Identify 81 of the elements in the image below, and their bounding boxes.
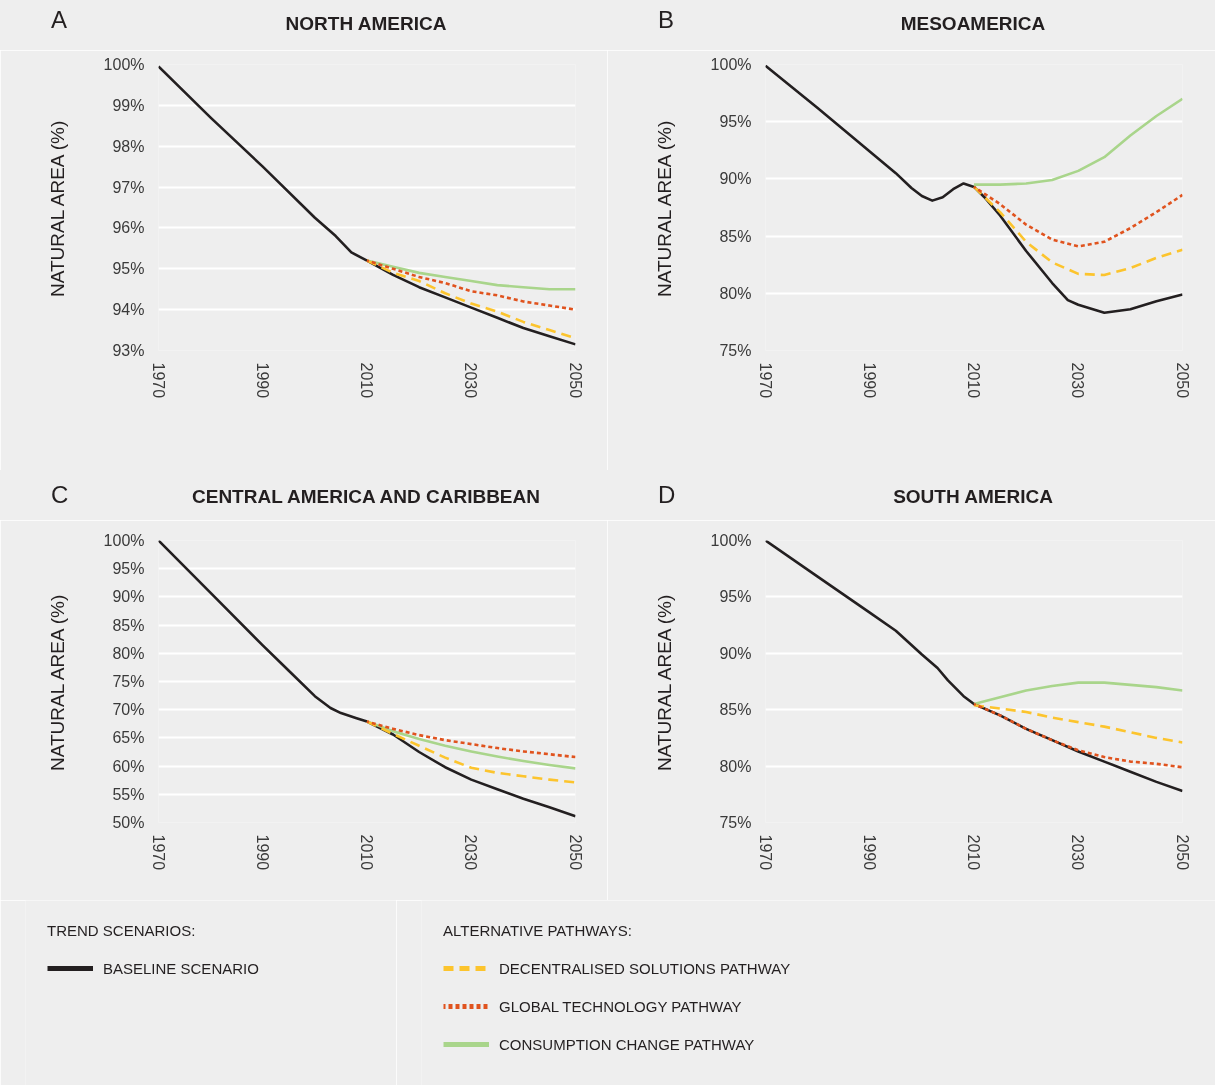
line-series <box>365 259 576 311</box>
line-series <box>972 703 1183 744</box>
y-tick-label: 98% <box>112 137 145 155</box>
chart-title: CENTRAL AMERICA AND CARIBBEAN <box>192 486 540 508</box>
x-tick-label: 2050 <box>1173 362 1191 399</box>
x-tick-label: 1970 <box>149 834 167 871</box>
y-axis-title: NATURAL AREA (%) <box>46 594 68 772</box>
line-series <box>365 720 576 759</box>
legend-label: DECENTRALISED SOLUTIONS PATHWAY <box>499 958 791 978</box>
y-axis-title: NATURAL AREA (%) <box>653 594 675 772</box>
y-tick-label: 85% <box>719 701 752 719</box>
y-tick-label: 100% <box>103 532 145 549</box>
y-tick-label: 90% <box>719 644 752 662</box>
text: A <box>51 6 68 34</box>
chart-title: MESOAMERICA <box>900 13 1046 35</box>
y-tick-label: 90% <box>719 170 752 188</box>
y-tick-label: 99% <box>112 96 145 114</box>
x-tick-label: 2030 <box>462 362 480 399</box>
y-tick-label: 75% <box>112 673 145 690</box>
line-series <box>972 681 1183 706</box>
x-tick-label: 1990 <box>253 362 271 399</box>
y-tick-label: 95% <box>719 113 752 131</box>
x-tick-label: 2050 <box>1173 834 1191 871</box>
y-tick-label: 95% <box>719 588 752 606</box>
x-tick-label: 2030 <box>462 834 480 871</box>
x-tick-label: 1970 <box>149 362 167 399</box>
y-axis-title: NATURAL AREA (%) <box>46 120 68 298</box>
line-series <box>158 65 576 346</box>
y-tick-label: 94% <box>112 301 145 319</box>
line-series <box>765 64 1183 315</box>
x-tick-label: 2010 <box>965 834 982 871</box>
y-tick-label: 55% <box>112 785 145 803</box>
y-tick-label: 85% <box>719 227 752 245</box>
text: C <box>51 481 69 509</box>
y-axis-title: NATURAL AREA (%) <box>653 120 675 298</box>
y-tick-label: 96% <box>112 219 145 237</box>
y-tick-label: 70% <box>112 701 145 719</box>
line-series <box>365 720 576 784</box>
x-tick-label: 2030 <box>1069 362 1087 399</box>
y-tick-label: 65% <box>112 729 145 747</box>
line-series <box>972 185 1183 248</box>
x-tick-label: 1970 <box>756 362 774 399</box>
line-series <box>972 702 1183 769</box>
y-tick-label: 95% <box>112 260 145 278</box>
y-tick-label: 100% <box>103 56 145 73</box>
y-tick-label: 80% <box>719 284 752 302</box>
y-tick-label: 100% <box>710 532 752 549</box>
legend-label: GLOBAL TECHNOLOGY PATHWAY <box>499 996 742 1016</box>
y-tick-label: 90% <box>112 588 145 606</box>
y-tick-label: 85% <box>112 616 145 634</box>
x-tick-label: 2010 <box>358 834 375 871</box>
legend-label: BASELINE SCENARIO <box>103 958 259 978</box>
legend-label: CONSUMPTION CHANGE PATHWAY <box>499 1034 755 1054</box>
x-tick-label: 1990 <box>860 362 878 399</box>
x-tick-label: 2050 <box>566 834 584 871</box>
y-tick-label: 80% <box>719 757 752 775</box>
text: B <box>658 6 675 34</box>
y-tick-label: 50% <box>112 814 145 831</box>
text: ALTERNATIVE PATHWAYS: <box>443 922 633 939</box>
x-tick-label: 2030 <box>1069 834 1087 871</box>
line-series <box>972 97 1183 186</box>
y-tick-label: 100% <box>710 56 752 73</box>
y-tick-label: 60% <box>112 757 145 775</box>
x-tick-label: 1990 <box>253 834 271 871</box>
y-tick-label: 95% <box>112 560 145 578</box>
line-series <box>158 540 576 818</box>
y-tick-label: 75% <box>719 342 752 359</box>
x-tick-label: 2050 <box>566 362 584 399</box>
y-tick-label: 80% <box>112 644 145 662</box>
text: D <box>658 481 676 509</box>
chart-title: NORTH AMERICA <box>285 13 447 35</box>
x-tick-label: 1990 <box>860 834 878 871</box>
legend-title: TREND SCENARIOS: <box>47 922 197 939</box>
x-tick-label: 1970 <box>756 834 774 871</box>
chart-title: SOUTH AMERICA <box>893 486 1053 508</box>
y-tick-label: 97% <box>112 178 145 196</box>
y-tick-label: 93% <box>112 342 145 359</box>
x-tick-label: 2010 <box>358 362 375 399</box>
y-tick-label: 75% <box>719 814 752 831</box>
x-tick-label: 2010 <box>965 362 982 399</box>
line-series <box>972 185 1183 277</box>
